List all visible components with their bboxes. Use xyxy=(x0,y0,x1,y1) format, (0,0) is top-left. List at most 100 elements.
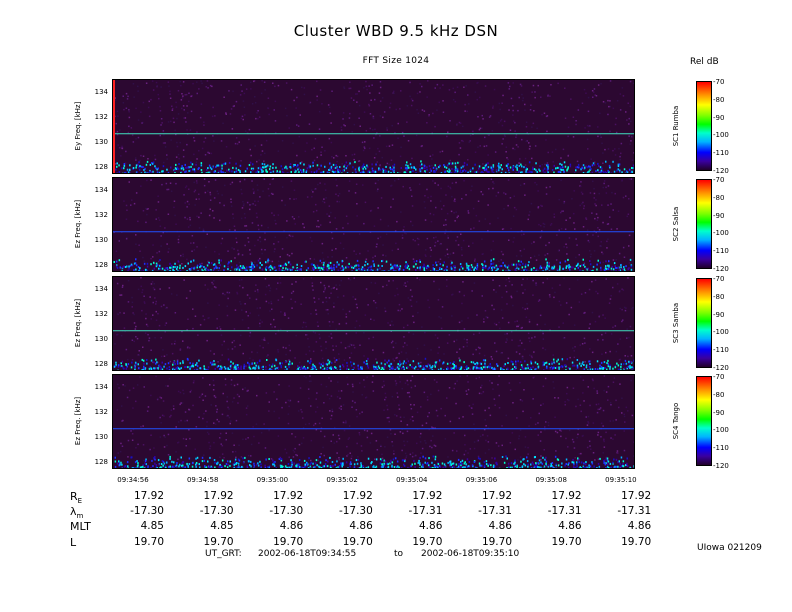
band-pixel xyxy=(116,165,118,168)
noise-pixel xyxy=(273,109,275,111)
band-pixel xyxy=(366,164,368,167)
noise-pixel xyxy=(464,444,466,446)
band-pixel xyxy=(235,271,237,272)
noise-pixel xyxy=(581,102,584,104)
band-pixel xyxy=(632,164,634,167)
band-pixel xyxy=(439,263,442,266)
noise-pixel xyxy=(409,289,412,291)
band-pixel xyxy=(146,160,149,163)
band-pixel xyxy=(199,263,201,266)
band-pixel xyxy=(376,361,378,364)
band-pixel xyxy=(362,163,365,166)
noise-pixel xyxy=(299,114,301,116)
noise-pixel xyxy=(207,288,209,291)
noise-pixel xyxy=(598,192,600,195)
band-pixel xyxy=(536,170,538,173)
noise-pixel xyxy=(310,405,312,407)
noise-pixel xyxy=(629,325,632,328)
band-pixel xyxy=(368,173,370,174)
band-pixel xyxy=(360,366,362,369)
band-pixel xyxy=(132,167,135,169)
noise-pixel xyxy=(280,328,282,331)
band-pixel xyxy=(267,258,269,261)
band-pixel xyxy=(122,172,124,173)
noise-pixel xyxy=(125,92,128,95)
noise-pixel xyxy=(576,244,578,246)
noise-pixel xyxy=(590,158,592,160)
noise-pixel xyxy=(545,115,548,118)
noise-pixel xyxy=(572,136,575,138)
band-pixel xyxy=(255,364,257,367)
band-pixel xyxy=(374,271,376,272)
band-pixel xyxy=(453,365,456,368)
noise-pixel xyxy=(273,250,276,253)
noise-pixel xyxy=(177,153,180,156)
noise-pixel xyxy=(587,96,590,99)
band-pixel xyxy=(547,171,549,173)
noise-pixel xyxy=(336,440,338,443)
band-pixel xyxy=(322,363,325,366)
noise-pixel xyxy=(465,85,467,87)
band-pixel xyxy=(293,266,295,269)
band-pixel xyxy=(487,268,489,271)
noise-pixel xyxy=(313,147,315,149)
band-pixel xyxy=(600,367,602,370)
band-pixel xyxy=(328,168,331,171)
band-pixel xyxy=(381,270,383,271)
noise-pixel xyxy=(246,201,249,204)
noise-pixel xyxy=(409,95,411,98)
band-pixel xyxy=(267,369,270,370)
noise-pixel xyxy=(376,190,379,192)
band-pixel xyxy=(491,170,493,173)
band-pixel xyxy=(453,364,455,366)
noise-pixel xyxy=(605,351,607,354)
noise-pixel xyxy=(586,124,589,127)
noise-pixel xyxy=(232,90,234,93)
band-pixel xyxy=(333,264,335,266)
noise-pixel xyxy=(274,85,276,88)
noise-pixel xyxy=(382,116,384,119)
band-pixel xyxy=(197,270,199,271)
band-pixel xyxy=(243,365,245,368)
noise-pixel xyxy=(537,190,539,192)
noise-pixel xyxy=(320,151,322,153)
band-pixel xyxy=(294,164,296,166)
band-pixel xyxy=(446,269,448,271)
noise-pixel xyxy=(120,334,123,337)
noise-pixel xyxy=(433,280,435,283)
noise-pixel xyxy=(395,342,397,344)
noise-pixel xyxy=(473,227,475,229)
noise-pixel xyxy=(536,127,538,130)
band-pixel xyxy=(488,171,490,173)
noise-pixel xyxy=(506,157,508,159)
band-pixel xyxy=(542,361,545,364)
noise-pixel xyxy=(353,344,355,346)
band-pixel xyxy=(297,164,299,167)
noise-pixel xyxy=(528,148,531,150)
band-pixel xyxy=(135,166,137,169)
noise-pixel xyxy=(334,217,336,219)
band-pixel xyxy=(262,270,264,271)
noise-pixel xyxy=(520,85,523,87)
noise-pixel xyxy=(259,240,262,243)
band-pixel xyxy=(297,365,299,368)
edge-marker xyxy=(113,80,115,173)
noise-pixel xyxy=(379,236,382,238)
noise-pixel xyxy=(624,309,627,312)
band-pixel xyxy=(143,368,146,370)
noise-pixel xyxy=(249,297,251,299)
band-pixel xyxy=(554,367,557,369)
band-pixel xyxy=(190,268,192,271)
noise-pixel xyxy=(345,322,348,325)
band-pixel xyxy=(602,369,604,370)
band-pixel xyxy=(393,171,395,173)
noise-pixel xyxy=(285,82,288,84)
noise-pixel xyxy=(508,280,511,283)
noise-pixel xyxy=(553,216,556,218)
band-pixel xyxy=(390,367,393,370)
band-pixel xyxy=(176,268,178,270)
noise-pixel xyxy=(379,218,382,221)
noise-pixel xyxy=(166,158,168,160)
band-pixel xyxy=(417,362,420,365)
band-pixel xyxy=(369,269,371,271)
